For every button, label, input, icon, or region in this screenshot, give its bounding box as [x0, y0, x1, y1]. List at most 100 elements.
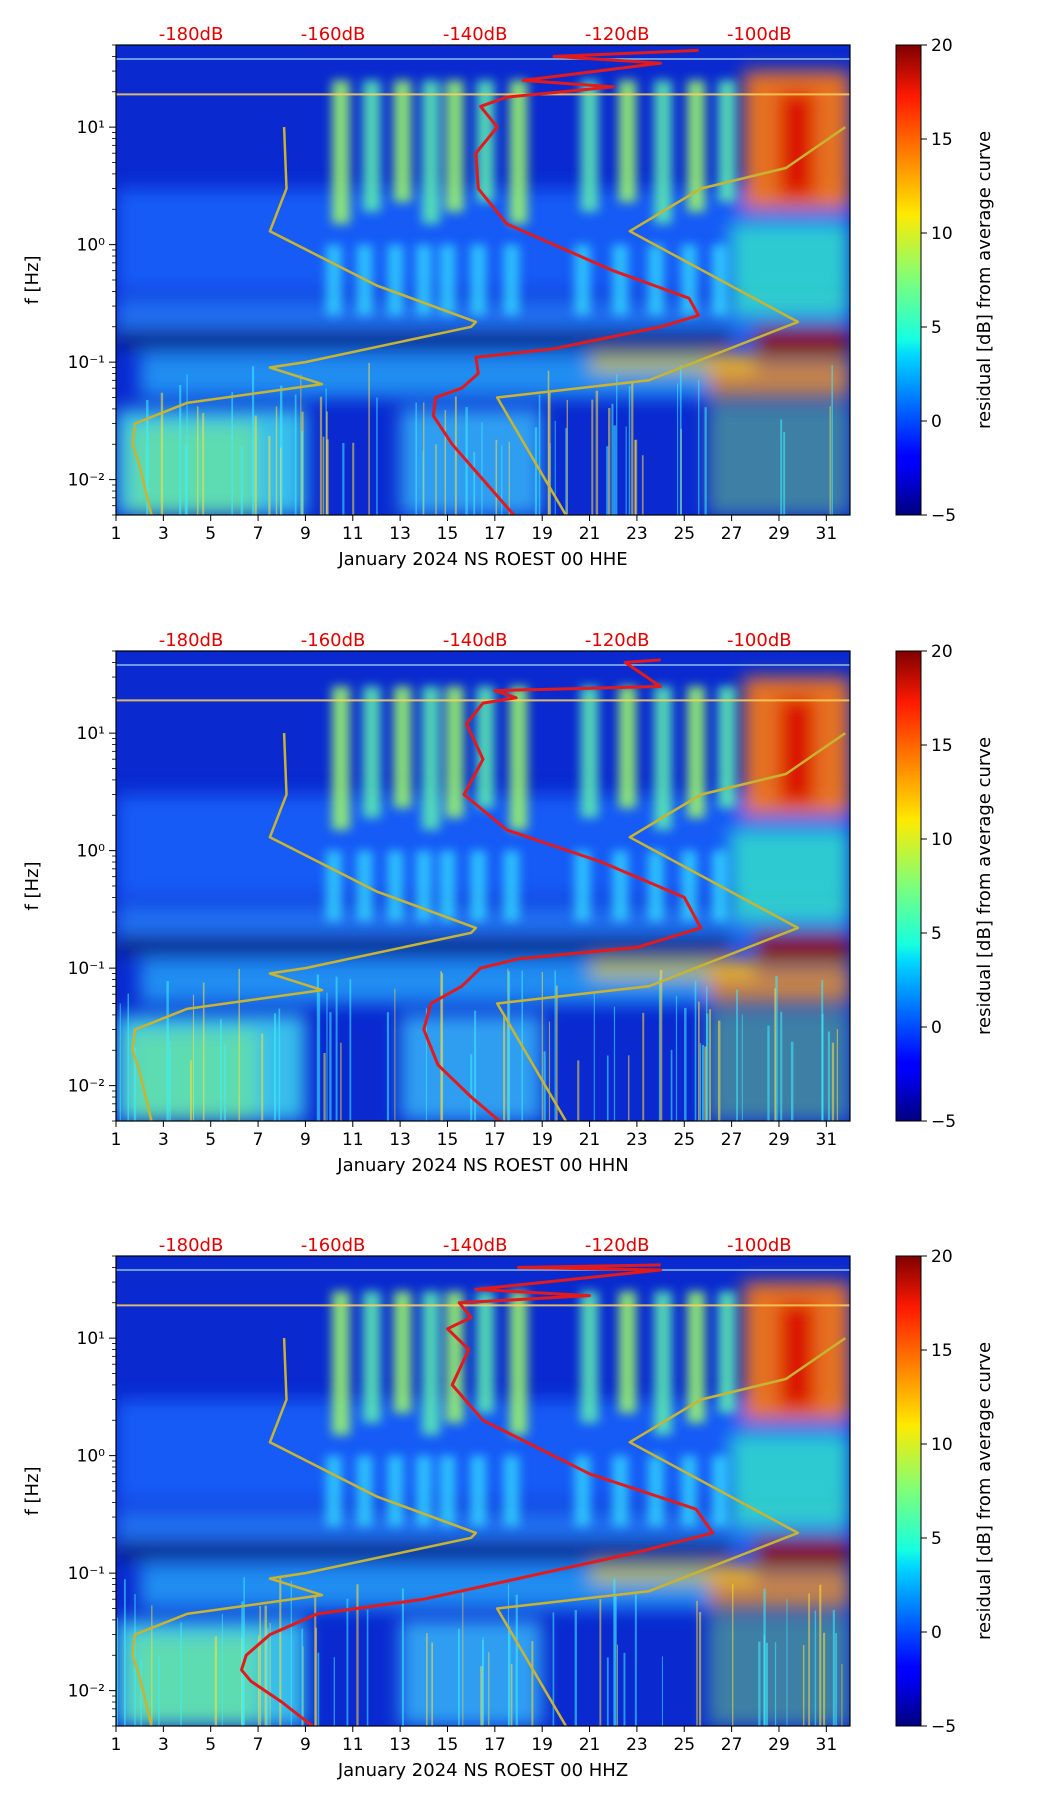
heatmap-spikes — [119, 968, 838, 1121]
heatmap-streak — [717, 1291, 736, 1414]
x-tick-label: 21 — [579, 524, 601, 544]
heatmap-streak — [362, 1291, 381, 1423]
heatmap-streak — [680, 1455, 697, 1527]
heatmap-streak — [470, 1455, 487, 1527]
colorbar-tick-label: 20 — [931, 36, 953, 56]
heatmap-band — [778, 697, 815, 804]
heatmap-image — [116, 45, 850, 515]
reference-noise-curve — [431, 48, 700, 515]
heatmap-streak — [387, 244, 404, 316]
x-tick-label: 5 — [205, 524, 216, 544]
y-tick-label: 10⁻¹ — [68, 1564, 105, 1584]
heatmap-band — [755, 1537, 850, 1564]
x-axis-label: January 2024 NS ROEST 00 HHN — [336, 1155, 628, 1176]
heatmap-streak — [325, 850, 342, 922]
colorbar-gradient — [896, 1256, 921, 1726]
y-tick-label: 10¹ — [77, 1329, 105, 1349]
heatmap-streak — [362, 80, 381, 212]
heatmap-streak — [470, 244, 487, 316]
colorbar-tick-label: 15 — [931, 1341, 953, 1361]
heatmap-streak — [415, 1455, 432, 1527]
db-scale-label: -180dB — [159, 24, 224, 45]
heatmap-streak — [331, 686, 350, 830]
heatmap-streak — [687, 686, 706, 818]
heatmap-band — [731, 1434, 850, 1527]
model-curve-secondary — [495, 732, 847, 1121]
heatmap-streak — [509, 686, 528, 830]
colorbar-tick-label: 15 — [931, 130, 953, 150]
heatmap-band — [127, 423, 259, 515]
colorbar-label: residual [dB] from average curve — [974, 131, 995, 429]
heatmap-band — [589, 352, 756, 374]
heatmap-spikes — [116, 1575, 843, 1726]
heatmap-band — [589, 1563, 756, 1585]
heatmap-streak — [574, 244, 591, 316]
heatmap-streak — [445, 1291, 464, 1423]
heatmap-band — [707, 402, 850, 515]
colorbar-tick-label: 15 — [931, 736, 953, 756]
heatmap-band — [116, 935, 732, 955]
heatmap-band — [755, 932, 850, 959]
db-scale-label: -160dB — [301, 24, 366, 45]
x-tick-label: 7 — [253, 1735, 264, 1755]
heatmap-band — [400, 1619, 543, 1726]
heatmap-streaks — [325, 686, 736, 922]
db-scale-label: -140dB — [443, 1235, 508, 1256]
x-tick-label: 3 — [158, 1735, 169, 1755]
heatmap-streak — [421, 80, 440, 224]
db-scale-label: -100dB — [727, 1235, 792, 1256]
y-axis-label: f [Hz] — [22, 861, 43, 910]
heatmap-streak — [717, 686, 736, 809]
heatmap-streak — [445, 686, 464, 818]
heatmap-streak — [387, 850, 404, 922]
reference-noise-curve — [422, 658, 703, 1121]
db-scale-label: -180dB — [159, 630, 224, 651]
heatmap-band — [755, 326, 850, 353]
x-tick-label: 7 — [253, 1130, 264, 1150]
heatmap-streak — [717, 80, 736, 203]
colorbar: 20 15 10 5 0 −5 residual [dB] from average cur… — [895, 1247, 995, 1737]
heatmap-streak — [393, 686, 412, 809]
colorbar-tick-label: 10 — [931, 1435, 953, 1455]
model-curve-secondary — [495, 126, 847, 515]
colorbar-tick-label: 10 — [931, 224, 953, 244]
db-scale-label: -180dB — [159, 1235, 224, 1256]
heatmap-streak — [687, 80, 706, 212]
x-tick-label: 27 — [721, 524, 743, 544]
heatmap-streak — [439, 244, 456, 316]
y-tick-label: 10⁻² — [68, 1682, 105, 1702]
x-tick-label: 11 — [342, 1735, 364, 1755]
x-tick-label: 23 — [626, 1130, 648, 1150]
colorbar-label: residual [dB] from average curve — [974, 737, 995, 1035]
x-tick-label: 15 — [437, 1130, 459, 1150]
heatmap-streak — [612, 244, 629, 316]
heatmap-band — [589, 958, 756, 980]
heatmap-streak — [509, 80, 528, 224]
heatmap-streak — [612, 1455, 629, 1527]
y-tick-label: 10⁻² — [68, 471, 105, 491]
x-tick-label: 5 — [205, 1130, 216, 1150]
x-tick-label: 27 — [721, 1735, 743, 1755]
heatmap-streak — [680, 850, 697, 922]
db-scale-label: -140dB — [443, 630, 508, 651]
colorbar-tick-label: 0 — [931, 412, 942, 432]
heatmap-streak — [325, 1455, 342, 1527]
heatmap-streak — [618, 80, 637, 203]
heatmap-streak — [503, 244, 520, 316]
heatmap-streak — [325, 244, 342, 316]
heatmap-streak — [415, 850, 432, 922]
model-curve — [131, 127, 478, 515]
heatmap-streak — [503, 850, 520, 922]
y-tick-label: 10¹ — [77, 118, 105, 138]
heatmap-streak — [421, 1291, 440, 1435]
y-tick-label: 10⁰ — [77, 236, 106, 256]
y-tick-label: 10⁻² — [68, 1077, 105, 1097]
x-tick-label: 29 — [768, 1735, 790, 1755]
x-tick-label: 17 — [484, 1735, 506, 1755]
heatmap-streak — [687, 1291, 706, 1423]
colorbar-tick-label: −5 — [931, 506, 956, 526]
db-scale-label: -100dB — [727, 630, 792, 651]
x-tick-label: 11 — [342, 524, 364, 544]
